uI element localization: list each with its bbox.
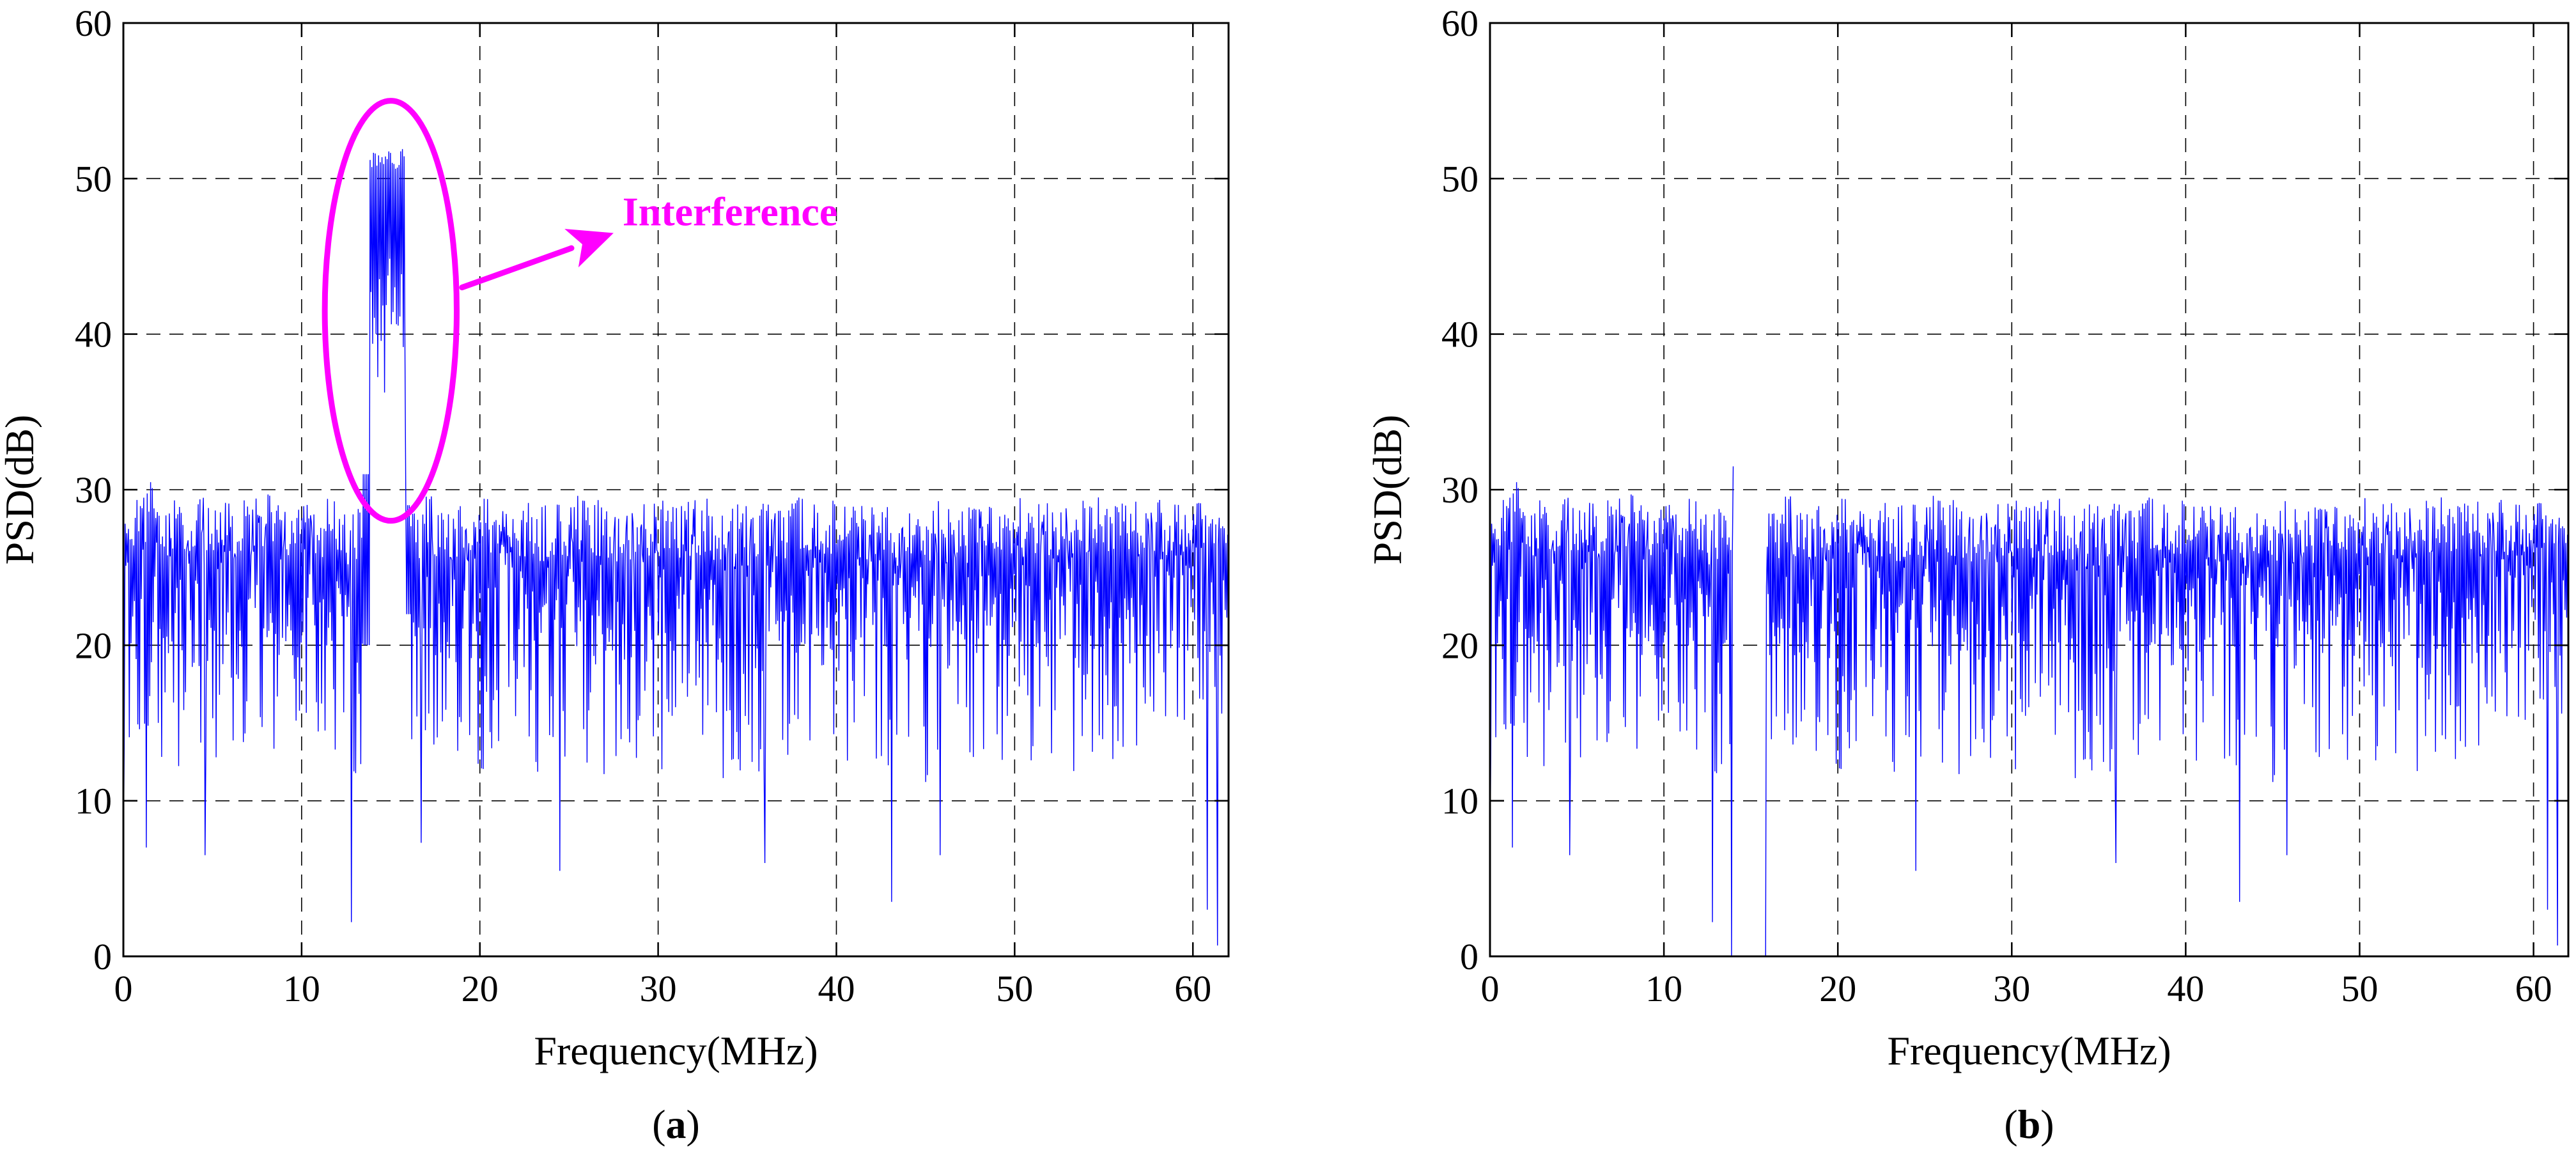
panel-a-caption: (a) [652,1101,700,1147]
x-tick-label-0: 0 [1481,968,1500,1009]
x-tick-label-30: 30 [640,968,677,1009]
panel-b-psd-series [1489,466,2569,957]
panel-b-caption: (b) [2004,1101,2054,1147]
x-tick-label-50: 50 [2341,968,2378,1009]
y-tick-label-10: 10 [1441,781,1478,822]
interference-label: Interference [623,189,837,234]
x-tick-label-0: 0 [114,968,133,1009]
y-tick-label-0: 0 [93,936,112,977]
panel-a-annotations: Interference [322,98,837,524]
panel-b-y-axis-label: PSD(dB) [1365,415,1410,565]
x-tick-label-60: 60 [1174,968,1211,1009]
x-tick-label-40: 40 [2167,968,2204,1009]
y-tick-label-10: 10 [75,781,112,822]
y-tick-label-50: 50 [75,158,112,199]
y-tick-label-40: 40 [75,314,112,355]
panel-b-x-axis-label: Frequency(MHz) [1887,1028,2171,1073]
panel-a-ticks: 0 10 20 30 40 50 60 0 10 20 30 40 50 60 [75,3,1229,1009]
x-tick-label-10: 10 [1645,968,1682,1009]
y-tick-label-20: 20 [75,625,112,666]
panel-b: 0 10 20 30 40 50 60 0 10 20 30 40 50 60 Frequency(MHz… [1365,3,2570,1147]
x-tick-label-30: 30 [1993,968,2030,1009]
y-tick-label-30: 30 [75,469,112,511]
interference-ellipse [322,98,460,524]
y-tick-label-20: 20 [1441,625,1478,666]
panel-b-ticks: 0 10 20 30 40 50 60 0 10 20 30 40 50 60 [1441,3,2568,1009]
panel-a-x-axis-label: Frequency(MHz) [534,1028,818,1073]
y-tick-label-50: 50 [1441,158,1478,199]
panel-a-y-axis-label: PSD(dB) [0,415,42,565]
panel-a: 0 10 20 30 40 50 60 0 10 20 30 40 50 60 Frequency(MHz… [0,3,1230,1147]
y-tick-label-30: 30 [1441,469,1478,511]
x-tick-label-20: 20 [462,968,499,1009]
panel-a-grid [123,23,1229,956]
x-tick-label-60: 60 [2515,968,2552,1009]
y-tick-label-40: 40 [1441,314,1478,355]
x-tick-label-40: 40 [818,968,855,1009]
interference-arrowhead [564,229,614,268]
x-tick-label-20: 20 [1819,968,1856,1009]
panel-b-grid [1490,23,2568,956]
y-tick-label-60: 60 [75,3,112,44]
interference-arrow [459,245,575,291]
panel-a-psd-series [123,149,1229,946]
y-tick-label-0: 0 [1460,936,1478,977]
y-tick-label-60: 60 [1441,3,1478,44]
x-tick-label-50: 50 [996,968,1033,1009]
x-tick-label-10: 10 [283,968,320,1009]
